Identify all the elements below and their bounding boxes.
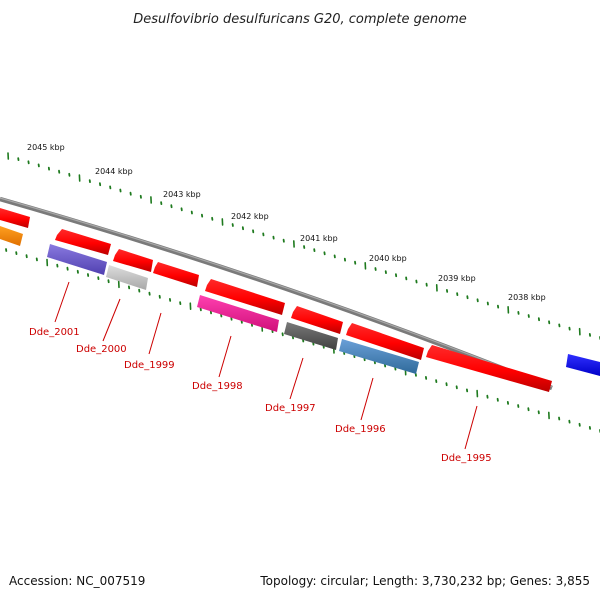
gene-label[interactable]: Dde_1996 (335, 424, 386, 435)
gene-feature[interactable] (113, 249, 153, 272)
callout-line (148, 312, 162, 355)
callout-line (218, 335, 232, 378)
genome-backbone-highlight (0, 197, 553, 388)
callout-line (464, 405, 478, 450)
map-title: Desulfovibrio desulfuricans G20, complet… (133, 12, 467, 27)
gene-feature[interactable] (566, 354, 600, 376)
gene-label[interactable]: Dde_1999 (124, 360, 175, 371)
callout-line (54, 281, 70, 323)
gene-label[interactable]: Dde_1998 (192, 381, 243, 392)
gene-feature[interactable] (291, 306, 343, 334)
gene-feature[interactable] (205, 279, 285, 315)
outer-tick-ring (7, 152, 600, 340)
gene-feature[interactable] (426, 345, 552, 392)
gene-callout-lines (54, 281, 478, 450)
gene-feature[interactable] (0, 208, 30, 228)
gene-labels: Dde_2001 Dde_2000 Dde_1999 Dde_1998 Dde_… (29, 327, 492, 464)
callout-line (102, 298, 121, 342)
gene-label[interactable]: Dde_1997 (265, 403, 316, 414)
callout-line (360, 377, 374, 421)
kbp-label: 2044 kbp (95, 167, 133, 176)
gene-feature[interactable] (55, 229, 111, 255)
gene-feature[interactable] (339, 339, 419, 374)
gene-label[interactable]: Dde_2001 (29, 327, 80, 338)
kbp-label: 2045 kbp (27, 143, 65, 152)
kbp-scale-labels: 2045 kbp 2044 kbp 2043 kbp 2042 kbp 2041… (27, 143, 546, 302)
forward-strand-genes (0, 208, 552, 392)
gene-feature[interactable] (346, 323, 424, 360)
kbp-label: 2038 kbp (508, 293, 546, 302)
kbp-label: 2039 kbp (438, 274, 476, 283)
gene-feature[interactable] (197, 295, 279, 332)
gene-feature[interactable] (0, 226, 23, 246)
gene-feature[interactable] (106, 265, 148, 290)
callout-line (289, 357, 304, 400)
gene-label[interactable]: Dde_1995 (441, 453, 492, 464)
genome-backbone (0, 196, 553, 391)
kbp-label: 2040 kbp (369, 254, 407, 263)
genome-summary-text: Topology: circular; Length: 3,730,232 bp… (260, 574, 590, 588)
accession-text: Accession: NC_007519 (9, 574, 146, 588)
gene-feature[interactable] (284, 322, 338, 350)
gene-feature[interactable] (47, 244, 107, 275)
kbp-label: 2041 kbp (300, 234, 338, 243)
gene-feature[interactable] (153, 262, 199, 287)
reverse-strand-genes (0, 226, 600, 376)
kbp-label: 2042 kbp (231, 212, 269, 221)
kbp-label: 2043 kbp (163, 190, 201, 199)
gene-label[interactable]: Dde_2000 (76, 344, 127, 355)
